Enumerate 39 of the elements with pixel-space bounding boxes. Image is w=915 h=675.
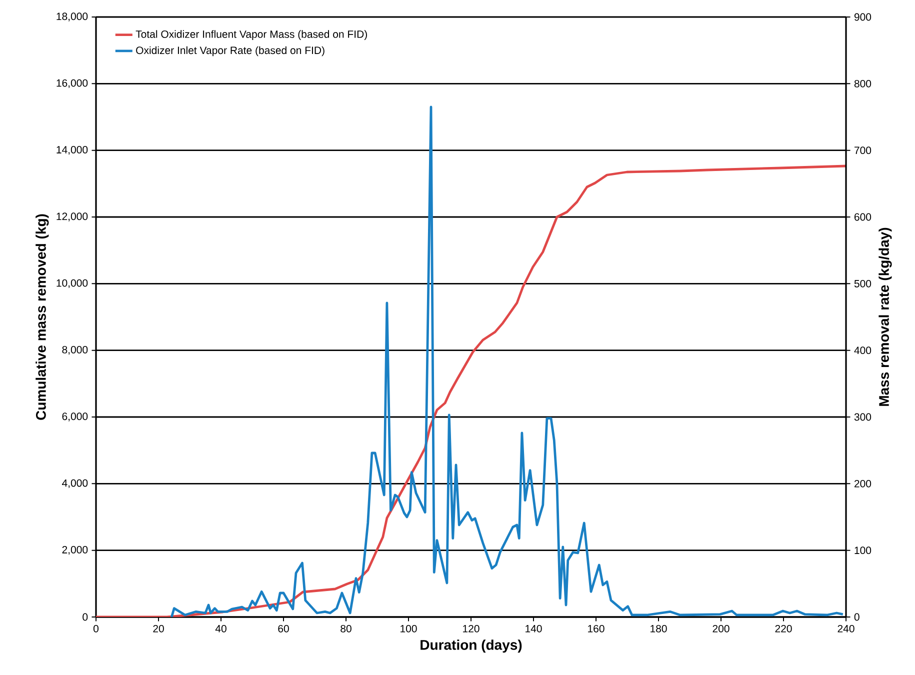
- y2-tick-label: 900: [854, 13, 872, 21]
- y-axis-title: Cumulative mass removed (kg): [36, 214, 49, 420]
- y2-tick-label: 800: [854, 80, 872, 88]
- x-tick-label: 220: [775, 624, 792, 632]
- y-tick-label: 6,000: [62, 412, 88, 422]
- y-tick-label: 0: [82, 613, 88, 621]
- x-tick-label: 100: [400, 624, 417, 632]
- legend-label: Oxidizer Inlet Vapor Rate (based on FID): [136, 46, 324, 56]
- y-tick-label: 10,000: [56, 279, 88, 288]
- x-tick-label: 80: [340, 624, 352, 632]
- legend-label: Total Oxidizer Influent Vapor Mass (based on FID): [136, 30, 367, 40]
- x-tick-label: 180: [650, 624, 667, 632]
- y2-tick-label: 0: [854, 613, 860, 621]
- x-tick-label: 120: [463, 624, 480, 632]
- line-series: [170, 106, 844, 617]
- y2-tick-label: 500: [854, 280, 872, 288]
- y2-tick-label: 100: [854, 546, 872, 554]
- y-tick-label: 4,000: [62, 479, 88, 488]
- y-tick-label: 18,000: [56, 12, 88, 22]
- y2-tick-label: 200: [854, 480, 872, 488]
- x-tick-label: 240: [838, 624, 854, 632]
- y-tick-label: 14,000: [56, 146, 88, 155]
- x-tick-label: 60: [278, 624, 289, 632]
- x-tick-label: 40: [215, 624, 226, 632]
- x-axis-title: Duration (days): [420, 640, 522, 653]
- x-tick-label: 200: [712, 624, 730, 632]
- y2-tick-label: 700: [854, 146, 872, 154]
- y2-tick-label: 300: [854, 413, 872, 421]
- x-tick-label: 160: [588, 624, 604, 632]
- x-tick-label: 140: [526, 624, 542, 632]
- y-tick-label: 16,000: [56, 79, 88, 88]
- y2-tick-label: 400: [854, 346, 872, 354]
- x-tick-label: 0: [93, 624, 98, 632]
- y-tick-label: 12,000: [56, 212, 88, 222]
- y2-axis-title: Mass removal rate (kg/day): [878, 228, 892, 406]
- y2-tick-label: 600: [854, 213, 872, 221]
- y-tick-label: 8,000: [62, 346, 88, 355]
- x-tick-label: 20: [153, 624, 164, 632]
- y-tick-label: 2,000: [62, 546, 88, 555]
